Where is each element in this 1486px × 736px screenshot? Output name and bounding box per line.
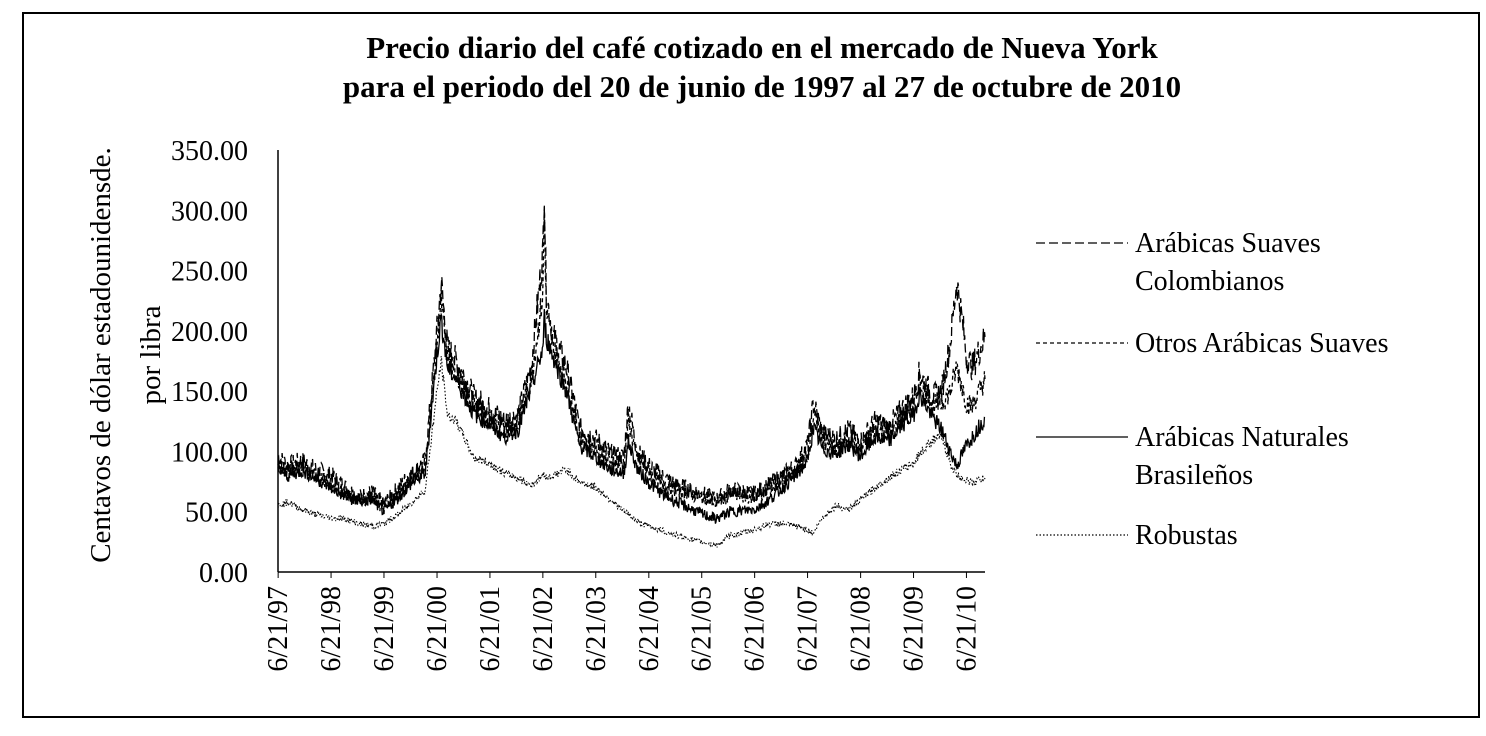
x-tick-label: 6/21/03 — [581, 586, 612, 672]
legend-label: Brasileños — [1135, 460, 1253, 491]
x-tick-label: 6/21/04 — [634, 586, 665, 672]
y-tick-label: 350.00 — [171, 136, 248, 167]
series-line — [277, 356, 986, 548]
series-line — [277, 208, 986, 510]
series-line — [277, 204, 986, 515]
x-tick-label: 6/21/10 — [951, 586, 982, 672]
x-tick-label: 6/21/01 — [475, 586, 506, 672]
x-tick-label: 6/21/07 — [793, 586, 824, 672]
legend-label: Colombianos — [1135, 266, 1284, 297]
chart-title-line: Precio diario del café cotizado en el me… — [366, 30, 1158, 65]
x-tick-label: 6/21/05 — [687, 586, 718, 672]
y-tick-label: 200.00 — [171, 317, 248, 348]
x-tick-label: 6/21/97 — [263, 586, 294, 672]
x-tick-label: 6/21/98 — [316, 586, 347, 672]
chart-frame — [22, 12, 1480, 718]
legend-label: Arábicas Naturales — [1135, 422, 1349, 453]
chart-title-line: para el periodo del 20 de junio de 1997 … — [343, 69, 1181, 104]
legend-label: Arábicas Suaves — [1135, 228, 1321, 259]
x-tick-label: 6/21/00 — [422, 586, 453, 672]
x-tick-label: 6/21/06 — [740, 586, 771, 672]
x-tick-label: 6/21/08 — [846, 586, 877, 672]
y-tick-label: 0.00 — [199, 558, 248, 589]
y-tick-label: 150.00 — [171, 377, 248, 408]
x-tick-label: 6/21/99 — [369, 586, 400, 672]
x-tick-label: 6/21/02 — [528, 586, 559, 672]
x-tick-label: 6/21/09 — [899, 586, 930, 672]
series-line — [277, 309, 986, 524]
y-tick-label: 300.00 — [171, 196, 248, 227]
legend-label: Otros Arábicas Suaves — [1135, 328, 1389, 359]
y-tick-label: 100.00 — [171, 437, 248, 468]
legend-label: Robustas — [1135, 520, 1238, 551]
y-axis-label: por libra — [135, 305, 167, 404]
y-tick-label: 50.00 — [185, 498, 248, 529]
y-tick-label: 250.00 — [171, 257, 248, 288]
y-axis-label: Centavos de dólar estadounidensde. — [85, 147, 117, 563]
